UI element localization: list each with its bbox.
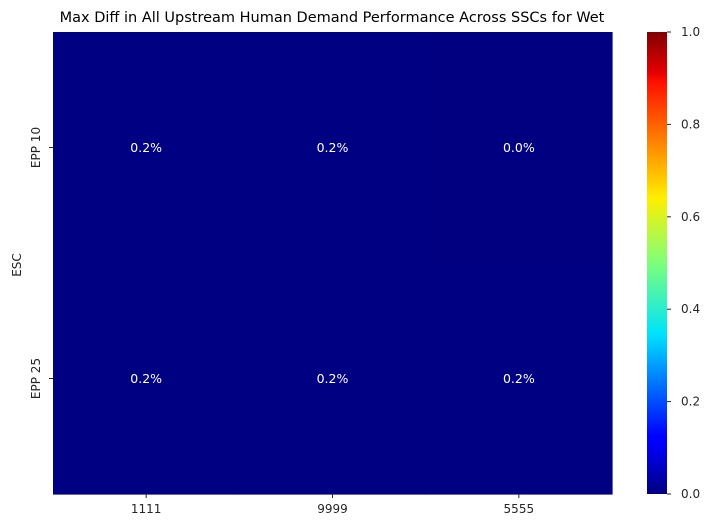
heatmap-cell xyxy=(425,32,613,264)
x-tick-label: 1111 xyxy=(131,502,162,516)
x-tick-label: 5555 xyxy=(504,502,535,516)
colorbar-tick-label: 0.4 xyxy=(681,302,700,316)
colorbar-axis: 0.0 0.2 0.4 0.6 0.8 1.0 xyxy=(667,25,700,501)
x-tick-label: 9999 xyxy=(317,502,348,516)
heatmap-cell xyxy=(239,263,427,495)
y-axis-label: ESC xyxy=(10,253,24,277)
y-axis: EPP 10 EPP 25 xyxy=(29,127,53,399)
cell-value-label: 0.2% xyxy=(503,371,535,386)
x-axis: 1111 9999 5555 xyxy=(131,494,534,516)
cell-value-label: 0.2% xyxy=(317,371,349,386)
colorbar-tick-label: 1.0 xyxy=(681,25,700,39)
colorbar xyxy=(647,32,667,494)
colorbar-tick-label: 0.0 xyxy=(681,487,700,501)
cell-value-label: 0.2% xyxy=(317,140,349,155)
heatmap-cell xyxy=(425,263,613,495)
y-tick-label: EPP 10 xyxy=(29,127,43,168)
cell-value-label: 0.2% xyxy=(130,371,162,386)
cell-value-label: 0.2% xyxy=(130,140,162,155)
cell-value-label: 0.0% xyxy=(503,140,535,155)
heatmap-cell xyxy=(53,32,240,264)
colorbar-tick-label: 0.2 xyxy=(681,395,700,409)
y-tick-label: EPP 25 xyxy=(29,358,43,399)
colorbar-tick-label: 0.8 xyxy=(681,117,700,131)
heatmap-cells: 0.2% 0.2% 0.0% 0.2% 0.2% 0.2% xyxy=(53,32,613,495)
colorbar-tick-label: 0.6 xyxy=(681,210,700,224)
heatmap-cell xyxy=(239,32,427,264)
chart-title: Max Diff in All Upstream Human Demand Pe… xyxy=(60,10,605,26)
heatmap-cell xyxy=(53,263,240,495)
